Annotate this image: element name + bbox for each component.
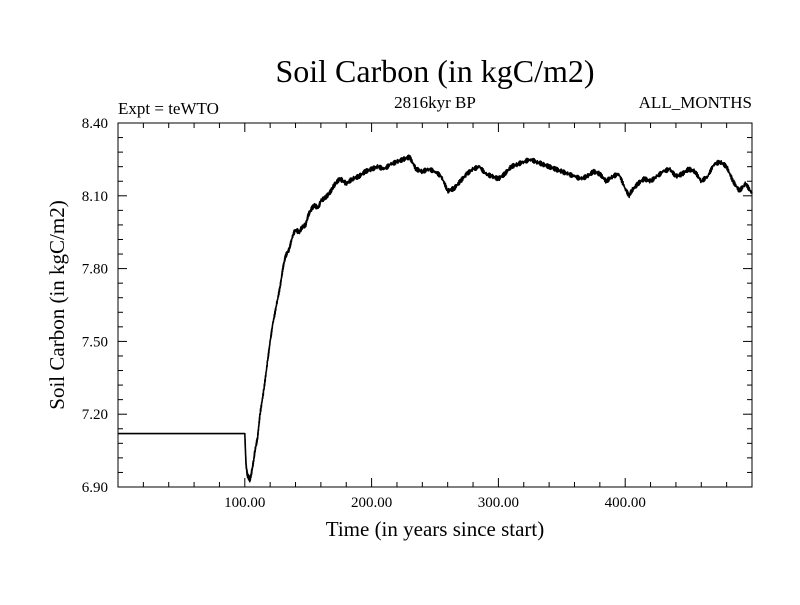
period-label: 2816kyr BP — [394, 93, 476, 112]
series-layer — [118, 154, 753, 483]
axis-ticks — [118, 123, 752, 487]
x-tick-label: 200.00 — [351, 495, 392, 511]
experiment-label: Expt = teWTO — [118, 99, 219, 118]
tick-labels: 100.00 200.00 300.00 400.00 6.90 7.20 7.50 7.80… — [82, 116, 646, 511]
months-label: ALL_MONTHS — [639, 93, 752, 112]
y-axis-label: Soil Carbon (in kgC/m2) — [45, 200, 69, 409]
x-tick-label: 400.00 — [605, 495, 646, 511]
x-axis-label: Time (in years since start) — [326, 517, 545, 541]
y-tick-label: 7.80 — [82, 262, 108, 278]
x-tick-label: 100.00 — [224, 495, 265, 511]
y-tick-label: 8.40 — [82, 116, 108, 132]
y-tick-label: 8.10 — [82, 189, 108, 205]
y-tick-label: 7.20 — [82, 407, 108, 423]
chart-title: Soil Carbon (in kgC/m2) — [275, 53, 594, 89]
x-tick-label: 300.00 — [478, 495, 519, 511]
y-tick-label: 6.90 — [82, 480, 108, 496]
y-tick-label: 7.50 — [82, 334, 108, 350]
soil-carbon-series-line — [118, 154, 753, 483]
plot-frame — [117, 122, 753, 488]
